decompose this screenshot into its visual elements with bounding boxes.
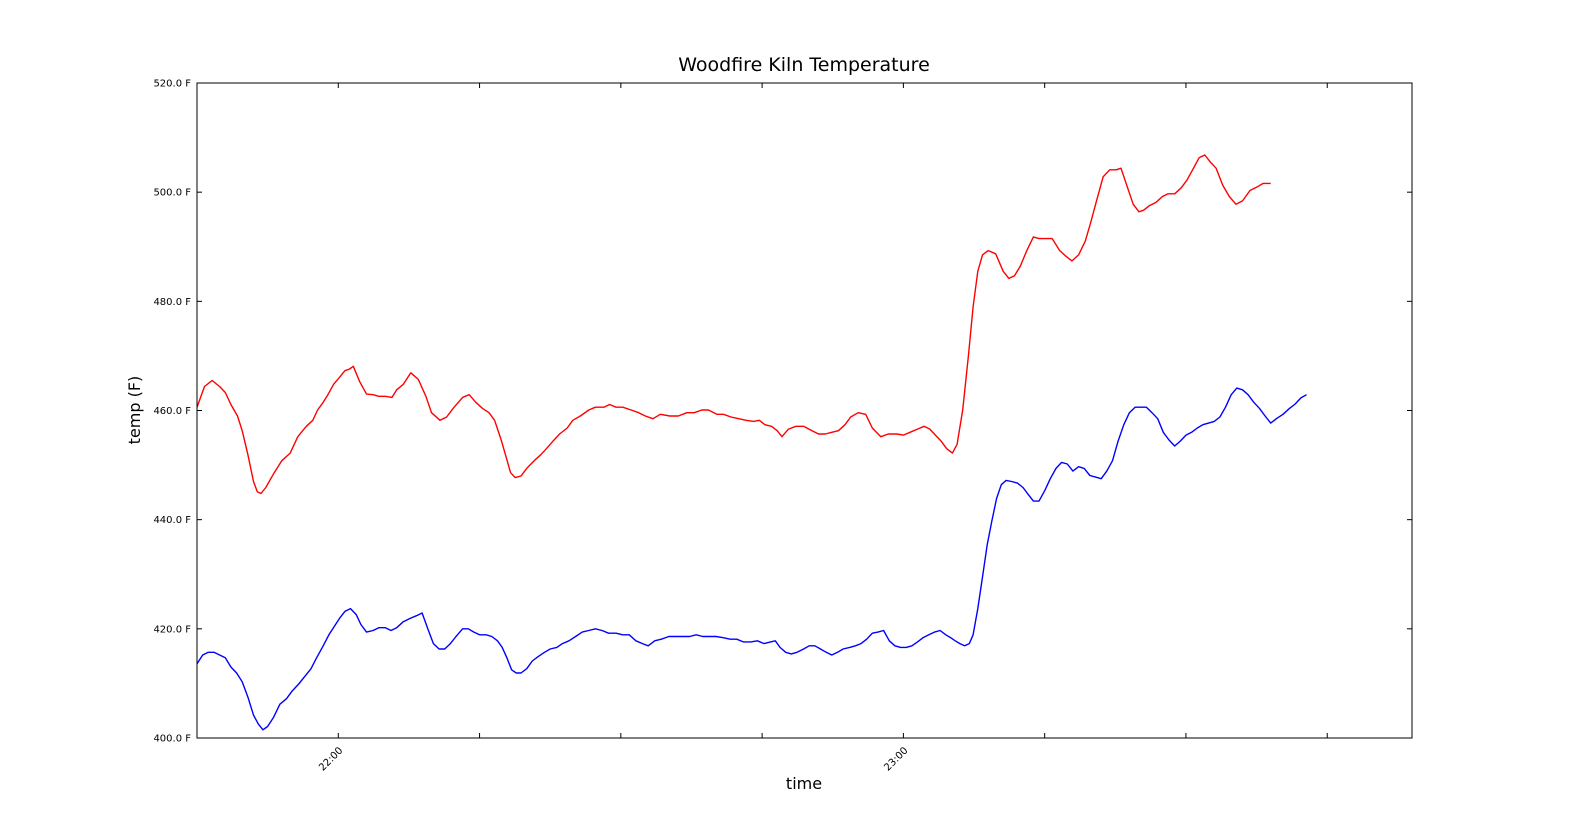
y-tick-label: 460.0 F (153, 406, 191, 417)
y-tick-label: 480.0 F (153, 297, 191, 308)
y-tick-label: 520.0 F (153, 79, 191, 90)
x-axis-label: time (786, 774, 822, 793)
series-line-2 (196, 387, 1307, 731)
chart-title: Woodfire Kiln Temperature (678, 54, 930, 76)
y-axis-label: temp (F) (125, 376, 144, 445)
y-tick-label: 500.0 F (153, 188, 191, 199)
series-line-1 (196, 154, 1271, 495)
y-tick-label: 440.0 F (153, 515, 191, 526)
y-tick-label: 420.0 F (153, 624, 191, 635)
y-tick-label: 400.0 F (153, 734, 191, 745)
